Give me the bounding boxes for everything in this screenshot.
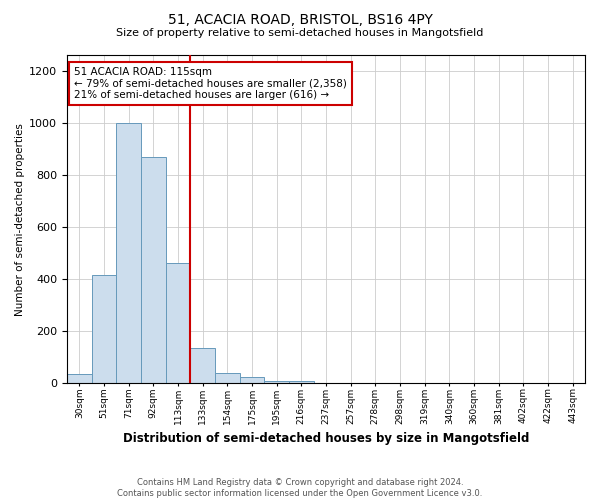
X-axis label: Distribution of semi-detached houses by size in Mangotsfield: Distribution of semi-detached houses by … <box>123 432 529 445</box>
Bar <box>215 372 239 383</box>
Bar <box>289 381 314 383</box>
Bar <box>239 378 265 383</box>
Text: Contains HM Land Registry data © Crown copyright and database right 2024.
Contai: Contains HM Land Registry data © Crown c… <box>118 478 482 498</box>
Bar <box>67 374 92 383</box>
Bar <box>166 264 190 383</box>
Text: 51, ACACIA ROAD, BRISTOL, BS16 4PY: 51, ACACIA ROAD, BRISTOL, BS16 4PY <box>167 12 433 26</box>
Bar <box>116 122 141 383</box>
Text: 51 ACACIA ROAD: 115sqm
← 79% of semi-detached houses are smaller (2,358)
21% of : 51 ACACIA ROAD: 115sqm ← 79% of semi-det… <box>74 67 347 100</box>
Bar <box>190 348 215 383</box>
Y-axis label: Number of semi-detached properties: Number of semi-detached properties <box>15 122 25 316</box>
Bar <box>141 156 166 383</box>
Bar <box>265 380 289 383</box>
Bar <box>92 275 116 383</box>
Text: Size of property relative to semi-detached houses in Mangotsfield: Size of property relative to semi-detach… <box>116 28 484 38</box>
